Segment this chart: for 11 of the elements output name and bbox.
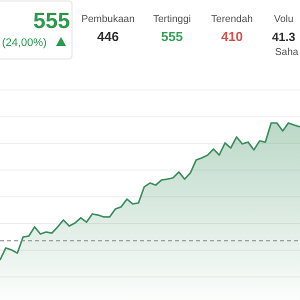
text: Terendah (211, 14, 253, 25)
text: 41.3 (272, 30, 296, 44)
text: 555 (161, 29, 183, 44)
text: Saha (275, 47, 299, 58)
text: 555 (33, 8, 70, 33)
text: 446 (97, 29, 119, 44)
text: (24,00%) (2, 37, 47, 49)
text: Tertinggi (153, 14, 191, 25)
text: Volu (274, 14, 294, 25)
text: Pembukaan (81, 14, 135, 25)
text: 410 (221, 29, 243, 44)
